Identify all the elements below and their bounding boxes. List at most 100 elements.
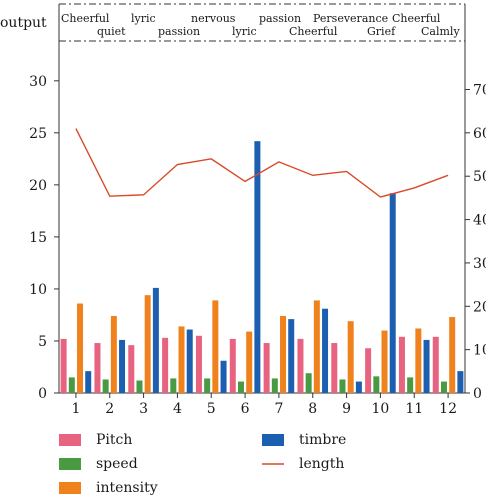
right-tick-label-40: 40: [473, 213, 486, 229]
legend-label-timbre: timbre: [299, 432, 346, 448]
bar-timbre-5: [220, 360, 227, 393]
emotion-header: Cheerful lyric nervous passion Persevera…: [59, 3, 465, 42]
right-tick-label-60: 60: [473, 126, 486, 142]
x-tick-label-6: 6: [241, 401, 250, 417]
x-tick-label-2: 2: [105, 401, 114, 417]
right-tick-label-50: 50: [473, 169, 486, 185]
bar-pitch-4: [162, 337, 169, 393]
emotion-label-top-4: passion: [259, 12, 301, 25]
legend-label-speed: speed: [96, 456, 138, 472]
bar-intensity-2: [110, 315, 117, 393]
legend-swatch-intensity: [59, 482, 81, 494]
bar-timbre-11: [423, 339, 430, 393]
length-line: [75, 128, 449, 198]
legend: Pitch timbre speed length intensity: [59, 432, 346, 496]
right-tick-label-20: 20: [473, 299, 486, 315]
bar-timbre-1: [85, 371, 92, 393]
x-tick-label-1: 1: [71, 401, 80, 417]
bar-intensity-6: [246, 331, 253, 393]
legend-label-length: length: [299, 456, 344, 472]
legend-label-pitch: Pitch: [96, 432, 132, 448]
bar-timbre-10: [389, 193, 396, 393]
right-tick-label-70: 70: [473, 82, 486, 98]
bar-timbre-3: [152, 287, 159, 393]
bar-speed-10: [373, 376, 380, 393]
bar-speed-3: [136, 380, 143, 393]
left-tick-label-15: 15: [29, 230, 47, 246]
bar-intensity-11: [415, 328, 422, 393]
left-tick-label-25: 25: [29, 126, 47, 142]
bar-speed-2: [102, 379, 109, 393]
right-tick-label-10: 10: [473, 343, 486, 359]
bar-pitch-12: [432, 336, 439, 393]
bar-pitch-2: [94, 343, 101, 393]
bar-timbre-2: [119, 339, 126, 393]
emotion-label-top-1: Cheerful: [61, 12, 110, 25]
axis-ticks: 0510152025300102030405060701234567891011…: [29, 74, 486, 417]
x-tick-label-4: 4: [173, 401, 182, 417]
bar-timbre-9: [355, 381, 362, 393]
left-tick-label-0: 0: [38, 386, 47, 402]
bar-pitch-6: [229, 338, 236, 393]
emotion-label-top-6: Cheerful: [392, 12, 441, 25]
bar-intensity-8: [313, 300, 320, 393]
bar-speed-7: [271, 378, 278, 393]
bar-speed-9: [339, 379, 346, 393]
emotion-label-bottom-2: passion: [158, 25, 200, 38]
right-tick-label-0: 0: [473, 386, 482, 402]
bar-pitch-7: [263, 343, 270, 393]
x-tick-label-10: 10: [372, 401, 390, 417]
x-tick-label-11: 11: [405, 401, 423, 417]
bar-intensity-5: [212, 300, 219, 393]
bar-speed-8: [305, 373, 312, 393]
x-tick-label-7: 7: [274, 401, 283, 417]
emotion-label-bottom-5: Grief: [367, 25, 396, 38]
y-axis-label: output: [0, 15, 47, 31]
bar-intensity-7: [280, 315, 287, 393]
bar-speed-6: [237, 381, 244, 393]
bar-timbre-6: [254, 141, 261, 393]
left-tick-label-10: 10: [29, 282, 47, 298]
emotion-label-bottom-1: quiet: [97, 25, 126, 38]
bar-pitch-9: [331, 343, 338, 393]
bar-speed-1: [68, 377, 75, 393]
bar-intensity-10: [381, 330, 388, 393]
bar-intensity-3: [144, 295, 151, 393]
emotion-label-bottom-6: Calmly: [421, 25, 460, 38]
bar-pitch-5: [195, 335, 202, 393]
legend-swatch-speed: [59, 458, 81, 470]
x-tick-label-5: 5: [207, 401, 216, 417]
bar-pitch-8: [297, 338, 304, 393]
bar-speed-5: [204, 378, 211, 393]
bar-timbre-7: [288, 319, 295, 393]
emotion-label-top-5: Perseverance: [313, 12, 388, 25]
legend-swatch-pitch: [59, 434, 81, 446]
bars: [60, 141, 464, 393]
emotion-label-top-2: lyric: [131, 12, 156, 25]
emotion-label-bottom-4: Cheerful: [289, 25, 338, 38]
emotion-label-bottom-3: lyric: [232, 25, 257, 38]
left-tick-label-20: 20: [29, 178, 47, 194]
length-series-line: [75, 128, 449, 198]
legend-swatch-timbre: [262, 434, 284, 446]
bar-pitch-10: [365, 348, 372, 393]
right-tick-label-30: 30: [473, 256, 486, 272]
bar-pitch-1: [60, 338, 67, 393]
x-tick-label-3: 3: [139, 401, 148, 417]
x-tick-label-12: 12: [439, 401, 457, 417]
bar-speed-11: [407, 377, 414, 393]
emotion-label-top-3: nervous: [191, 12, 236, 25]
bar-speed-4: [170, 378, 177, 393]
bar-intensity-1: [77, 303, 84, 393]
bar-timbre-4: [186, 329, 193, 393]
legend-label-intensity: intensity: [96, 480, 158, 496]
bar-pitch-3: [128, 345, 135, 393]
bar-pitch-11: [398, 336, 405, 393]
bar-intensity-12: [449, 317, 456, 393]
x-tick-label-8: 8: [308, 401, 317, 417]
bar-intensity-9: [347, 321, 354, 393]
bar-speed-12: [440, 381, 447, 393]
bar-timbre-8: [322, 308, 329, 393]
x-tick-label-9: 9: [342, 401, 351, 417]
